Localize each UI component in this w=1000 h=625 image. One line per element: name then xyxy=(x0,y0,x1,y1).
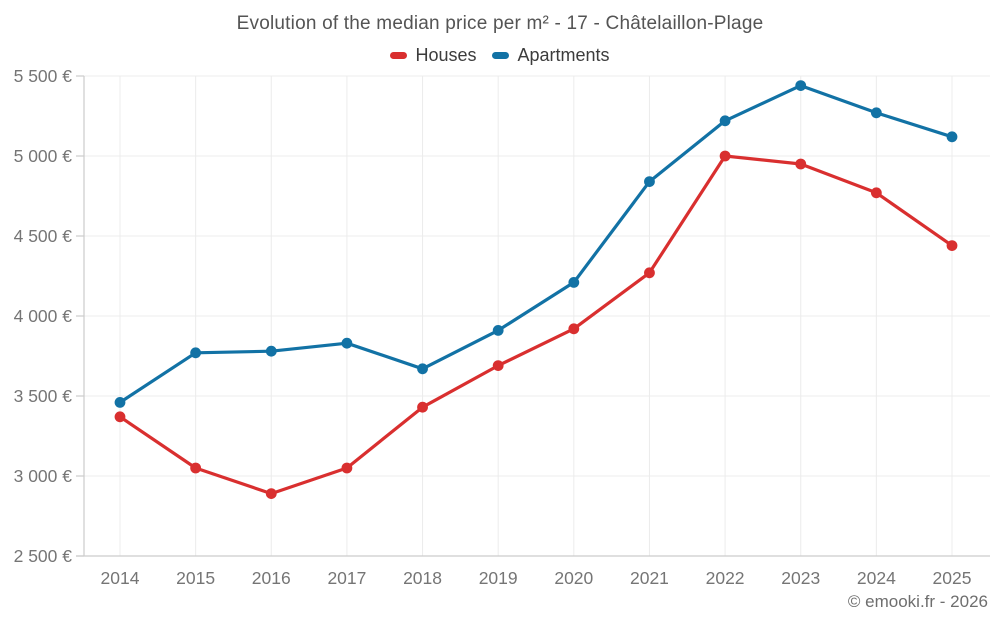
y-tick-label: 4 500 € xyxy=(14,226,73,246)
x-tick-label: 2022 xyxy=(706,568,745,588)
x-tick-label: 2015 xyxy=(176,568,215,588)
legend-item-apartments[interactable]: Apartments xyxy=(492,45,610,66)
legend-label-houses: Houses xyxy=(415,45,477,65)
y-tick-label: 4 000 € xyxy=(14,306,73,326)
marker-houses-2025[interactable] xyxy=(946,240,958,252)
x-tick-label: 2017 xyxy=(327,568,366,588)
x-tick-label: 2020 xyxy=(554,568,593,588)
chart-title: Evolution of the median price per m² - 1… xyxy=(236,13,764,34)
series-line-houses xyxy=(118,154,954,496)
marker-apartments-2019[interactable] xyxy=(492,325,504,336)
marker-houses-2020[interactable] xyxy=(568,323,580,335)
houses-legend-swatch-icon xyxy=(390,52,408,59)
marker-apartments-2017[interactable] xyxy=(341,337,353,349)
marker-apartments-2022[interactable] xyxy=(719,115,731,127)
marker-apartments-2023[interactable] xyxy=(795,80,807,91)
marker-apartments-2015[interactable] xyxy=(190,347,202,359)
x-tick-label: 2021 xyxy=(630,568,669,588)
marker-houses-2018[interactable] xyxy=(417,401,428,413)
marker-apartments-2014[interactable] xyxy=(114,397,126,408)
x-tick-label: 2016 xyxy=(252,568,291,588)
x-tick-label: 2023 xyxy=(781,568,820,588)
marker-apartments-2024[interactable] xyxy=(870,107,882,119)
marker-houses-2022[interactable] xyxy=(719,150,731,162)
x-tick-label: 2019 xyxy=(479,568,518,588)
x-tick-label: 2025 xyxy=(933,568,972,588)
apartments-legend-swatch-icon xyxy=(492,52,510,59)
marker-houses-2024[interactable] xyxy=(870,187,882,199)
x-tick-label: 2024 xyxy=(857,568,896,588)
marker-apartments-2020[interactable] xyxy=(568,277,580,288)
marker-houses-2017[interactable] xyxy=(341,462,353,474)
marker-apartments-2018[interactable] xyxy=(417,363,428,375)
marker-apartments-2025[interactable] xyxy=(946,131,958,143)
y-tick-label: 5 500 € xyxy=(14,66,73,86)
x-tick-label: 2014 xyxy=(101,568,140,588)
marker-houses-2016[interactable] xyxy=(265,488,277,499)
footer-credit: © emooki.fr - 2026 xyxy=(847,592,988,611)
x-tick-label: 2018 xyxy=(403,568,442,588)
marker-apartments-2021[interactable] xyxy=(644,176,655,188)
y-tick-label: 2 500 € xyxy=(14,546,73,566)
marker-apartments-2016[interactable] xyxy=(265,345,277,357)
marker-houses-2021[interactable] xyxy=(644,267,655,279)
marker-houses-2014[interactable] xyxy=(114,411,126,423)
marker-houses-2019[interactable] xyxy=(492,360,504,371)
y-tick-label: 3 000 € xyxy=(14,466,73,486)
marker-houses-2023[interactable] xyxy=(795,158,807,170)
legend-label-apartments: Apartments xyxy=(517,45,610,65)
y-tick-label: 3 500 € xyxy=(14,386,73,406)
chart-legend: Houses Apartments xyxy=(0,45,1000,66)
series-line-apartments xyxy=(118,83,954,404)
marker-houses-2015[interactable] xyxy=(190,462,202,474)
legend-item-houses[interactable]: Houses xyxy=(390,45,476,66)
y-tick-label: 5 000 € xyxy=(14,146,73,166)
